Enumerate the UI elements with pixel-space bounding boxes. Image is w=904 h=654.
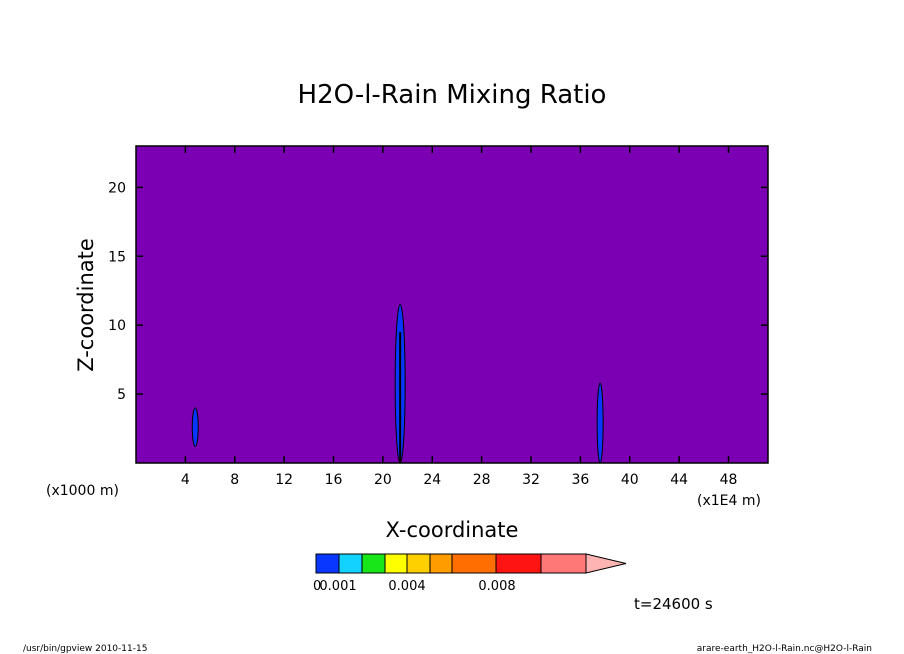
x-axis-ticks: 4 8 12 16 20 24 28 32 36 40 44 48	[181, 146, 738, 488]
x-tick-label: 48	[720, 472, 738, 488]
x-tick-label: 16	[325, 472, 343, 488]
x-tick-label: 4	[181, 472, 190, 488]
colorbar-segment	[361, 553, 386, 574]
footer-right: arare-earth_H2O-l-Rain.nc@H2O-l-Rain	[697, 644, 872, 654]
y-tick-label: 5	[117, 387, 126, 403]
y-tick-label: 15	[108, 249, 126, 265]
chart-title: H2O-l-Rain Mixing Ratio	[298, 80, 607, 110]
contour-features	[191, 304, 604, 464]
contour-feature	[191, 407, 199, 447]
plot-area	[135, 145, 769, 464]
colorbar-segment	[495, 553, 542, 574]
time-label: t=24600 s	[634, 595, 713, 613]
x-tick-label: 8	[230, 472, 239, 488]
colorbar-segment	[338, 553, 363, 574]
x-axis-unit: (x1E4 m)	[697, 493, 761, 509]
x-axis-label: X-coordinate	[386, 518, 519, 542]
footer-left: /usr/bin/gpview 2010-11-15	[23, 644, 147, 654]
colorbar-segment	[406, 553, 431, 574]
colorbar-segment	[540, 553, 587, 574]
colorbar-label-zero: 0	[313, 579, 321, 594]
y-tick-label: 20	[108, 180, 126, 196]
colorbar-overflow-arrow	[585, 553, 627, 574]
x-tick-label: 36	[571, 472, 589, 488]
colorbar-labels: 0 0.001 0.004 0.008	[313, 579, 516, 594]
x-tick-label: 12	[275, 472, 293, 488]
colorbar-segment	[451, 553, 497, 574]
colorbar-segment	[315, 553, 340, 574]
x-tick-label: 40	[621, 472, 639, 488]
x-tick-label: 32	[522, 472, 540, 488]
colorbar-label: 0.004	[388, 579, 425, 594]
colorbar-segment	[384, 553, 408, 574]
y-axis-ticks: 5 10 15 20	[108, 180, 768, 403]
x-tick-label: 20	[374, 472, 392, 488]
colorbar	[315, 553, 627, 574]
colorbar-label: 0.008	[478, 579, 515, 594]
y-axis-unit: (x1000 m)	[46, 483, 119, 499]
colorbar-segment	[429, 553, 453, 574]
contour-feature	[596, 382, 604, 464]
x-tick-label: 44	[670, 472, 688, 488]
x-tick-label: 24	[423, 472, 441, 488]
x-tick-label: 28	[473, 472, 491, 488]
y-tick-label: 10	[108, 318, 126, 334]
colorbar-label: 0.001	[319, 579, 356, 594]
y-axis-label: Z-coordinate	[74, 238, 98, 372]
